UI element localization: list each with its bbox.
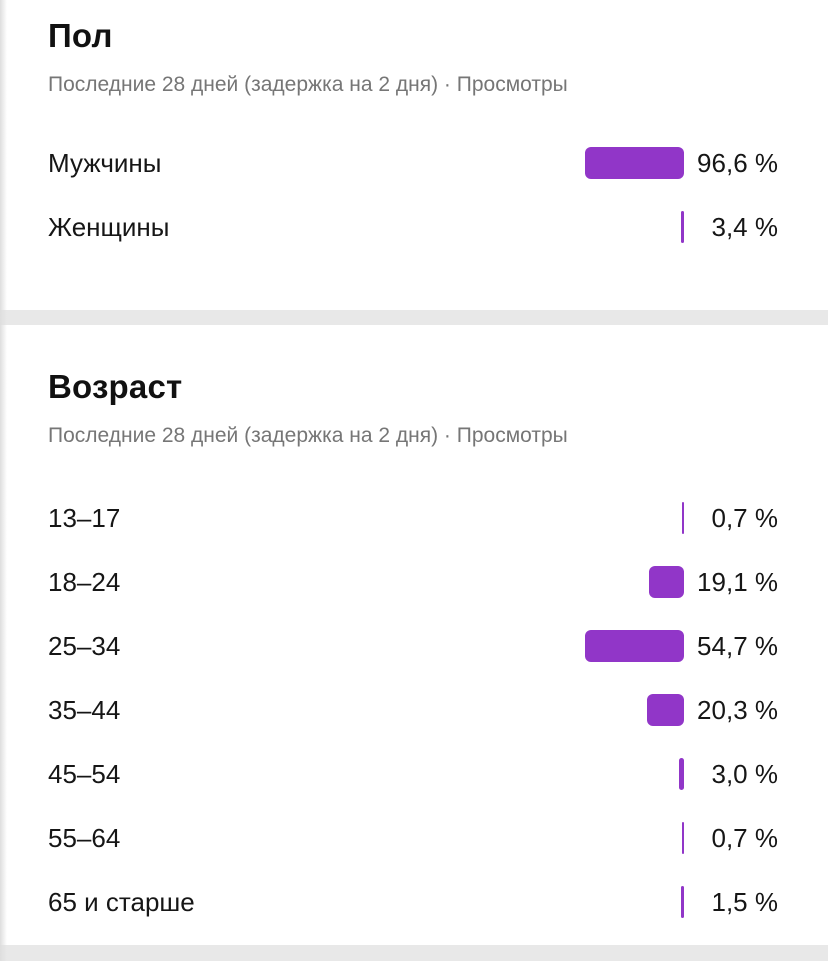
bar-track <box>584 566 684 598</box>
bar-track <box>584 211 684 243</box>
age-section-subtitle: Последние 28 дней (задержка на 2 дня) · … <box>48 424 568 447</box>
percentage-bar <box>647 694 684 726</box>
bar-track <box>584 822 684 854</box>
row-value: 19,1 % <box>697 566 778 597</box>
row-label: 65 и старше <box>48 886 195 917</box>
percentage-bar <box>682 502 684 534</box>
percentage-bar <box>682 822 684 854</box>
row-value: 96,6 % <box>697 147 778 178</box>
row-label: 45–54 <box>48 758 121 789</box>
demographic-row: 18–24 19,1 % <box>48 550 778 614</box>
row-label: Мужчины <box>48 147 162 178</box>
row-label: 25–34 <box>48 630 121 661</box>
bar-track <box>584 147 684 179</box>
percentage-bar <box>585 630 684 662</box>
bar-track <box>584 502 684 534</box>
left-edge-shadow <box>0 0 7 961</box>
bar-track <box>584 694 684 726</box>
gender-rows: Мужчины 96,6 % Женщины 3,4 % <box>48 131 778 259</box>
percentage-bar <box>680 211 684 243</box>
demographic-row: 65 и старше 1,5 % <box>48 870 778 934</box>
row-label: Женщины <box>48 211 170 242</box>
demographic-row: 55–64 0,7 % <box>48 806 778 870</box>
demographic-row: 45–54 3,0 % <box>48 742 778 806</box>
bar-track <box>584 630 684 662</box>
section-divider <box>0 310 828 325</box>
row-label: 18–24 <box>48 566 121 597</box>
percentage-bar <box>649 566 684 598</box>
gender-card: Пол Последние 28 дней (задержка на 2 дня… <box>0 0 828 310</box>
row-label: 55–64 <box>48 822 121 853</box>
gender-section-subtitle: Последние 28 дней (задержка на 2 дня) · … <box>48 73 568 96</box>
age-section-title: Возраст <box>48 368 183 405</box>
row-label: 13–17 <box>48 502 121 533</box>
row-value: 20,3 % <box>697 694 778 725</box>
demographic-row: 13–17 0,7 % <box>48 486 778 550</box>
row-label: 35–44 <box>48 694 121 725</box>
percentage-bar <box>585 147 684 179</box>
bar-track <box>584 886 684 918</box>
row-value: 3,0 % <box>711 758 779 789</box>
row-value: 1,5 % <box>711 886 779 917</box>
demographic-row: Мужчины 96,6 % <box>48 131 778 195</box>
row-value: 0,7 % <box>711 822 779 853</box>
demographic-row: 25–34 54,7 % <box>48 614 778 678</box>
bar-track <box>584 758 684 790</box>
percentage-bar <box>681 886 684 918</box>
gender-section-title: Пол <box>48 17 113 54</box>
demographic-row: 35–44 20,3 % <box>48 678 778 742</box>
bottom-divider <box>0 945 828 961</box>
age-card: Возраст Последние 28 дней (задержка на 2… <box>0 325 828 945</box>
row-value: 0,7 % <box>711 502 779 533</box>
percentage-bar <box>678 758 684 790</box>
demographic-row: Женщины 3,4 % <box>48 195 778 259</box>
row-value: 3,4 % <box>711 211 779 242</box>
age-rows: 13–17 0,7 % 18–24 19,1 % 25–34 54,7 % 35–44 20,… <box>48 486 778 934</box>
row-value: 54,7 % <box>697 630 778 661</box>
